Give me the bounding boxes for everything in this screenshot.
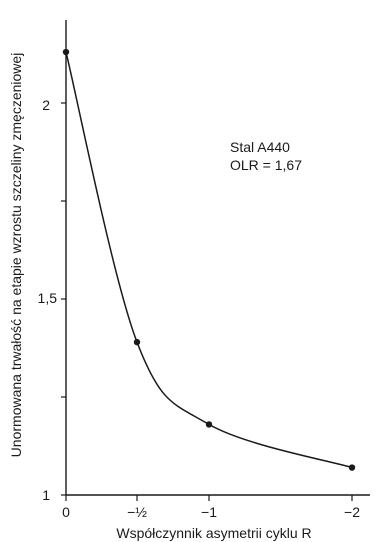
x-axis-title: Współczynnik asymetrii cyklu R	[116, 525, 311, 541]
axes	[65, 20, 370, 496]
y-tick-label-0: 1	[42, 487, 50, 503]
series-markers	[62, 48, 356, 471]
tick-labels: 0 −½ −1 −2 1 1,5 2	[38, 97, 361, 520]
data-point-1	[133, 338, 141, 346]
annotation-line-1: Stal A440	[230, 139, 290, 155]
x-tick-label-3: −2	[344, 504, 360, 520]
x-tick-label-2: −1	[201, 504, 217, 520]
data-point-0	[62, 48, 70, 56]
ticks	[61, 102, 353, 501]
data-point-3	[348, 464, 356, 471]
annotation-line-2: OLR = 1,67	[230, 157, 302, 173]
data-point-2	[205, 421, 213, 428]
series-line	[65, 51, 353, 469]
x-tick-label-1: −½	[127, 504, 147, 520]
y-axis-title: Unormowana trwałość na etapie wzrostu sz…	[8, 53, 24, 458]
y-tick-label-1: 1,5	[38, 290, 58, 306]
x-tick-label-0: 0	[62, 504, 70, 520]
y-tick-label-2: 2	[42, 97, 50, 113]
